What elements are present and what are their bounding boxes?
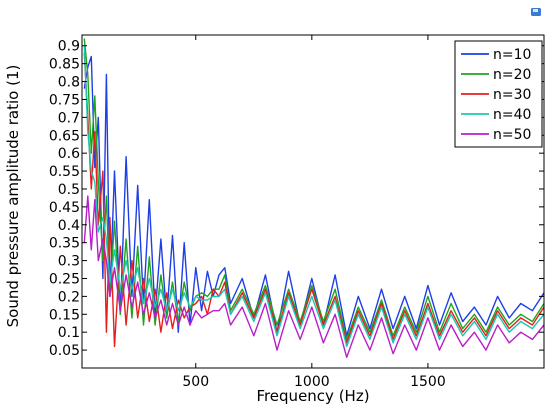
y-tick-label: 0.6 [58, 146, 80, 162]
plot-lines [83, 38, 545, 358]
legend: n=10 n=20 n=30 n=40 n=50 [454, 40, 543, 148]
plot-frame [81, 34, 545, 369]
x-axis-title: Frequency (Hz) [256, 387, 369, 405]
y-tick-label: 0.4 [58, 218, 80, 234]
series-line-4 [83, 45, 545, 348]
y-tick-label: 0.1 [58, 325, 80, 341]
series-line-5 [83, 195, 545, 358]
y-tick-label: 0.55 [49, 164, 80, 180]
y-tick-label: 0.9 [58, 39, 80, 55]
y-tick-label: 0.35 [49, 236, 80, 252]
plot-border [81, 34, 545, 369]
legend-label: n=50 [493, 127, 531, 143]
y-tick-label: 0.8 [58, 75, 80, 91]
y-tick-label: 0.5 [58, 182, 80, 198]
y-tick-label: 0.45 [49, 200, 80, 216]
y-tick-label: 0.2 [58, 289, 80, 305]
y-tick-label: 0.7 [58, 110, 80, 126]
app-icon-highlight [533, 9, 538, 12]
y-tick-label: 0.25 [49, 271, 80, 287]
y-tick-label: 0.85 [49, 57, 80, 73]
x-tick-label: 1500 [410, 374, 446, 390]
y-axis-ticks: 0.05 0.1 0.15 0.2 0.250.3 0.35 0.4 0.45 0.5 0.55 0… [49, 39, 544, 359]
y-axis-title: Sound pressure amplitude ratio (1) [4, 65, 22, 328]
y-tick-label: 0.75 [49, 92, 80, 108]
x-axis-ticks: 500 1000 1500 [182, 35, 446, 390]
x-tick-label: 500 [182, 374, 209, 390]
legend-label: n=30 [493, 87, 531, 103]
legend-label: n=10 [493, 47, 531, 63]
x-tick-label: 1000 [294, 374, 330, 390]
series-line-1 [83, 55, 545, 337]
y-tick-label: 0.15 [49, 307, 80, 323]
chart-app-icon [531, 8, 541, 16]
legend-label: n=20 [493, 67, 531, 83]
y-tick-label: 0.65 [49, 128, 80, 144]
legend-label: n=40 [493, 107, 531, 123]
series-line-3 [83, 52, 545, 348]
y-tick-label: 0.05 [49, 343, 80, 359]
y-tick-label: 0.3 [58, 254, 80, 270]
